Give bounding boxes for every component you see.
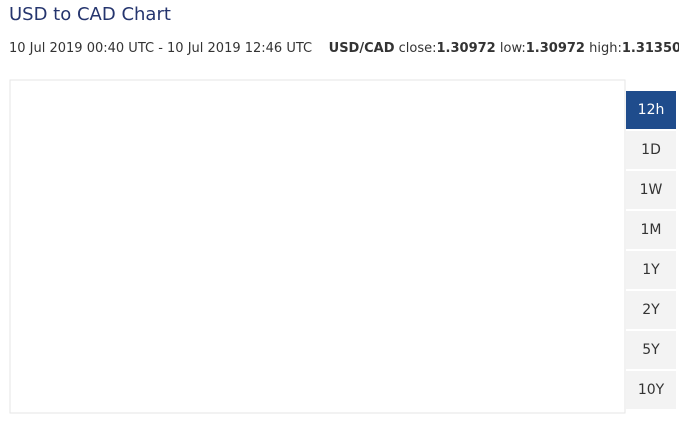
- range-button[interactable]: 2Y: [626, 291, 676, 329]
- pair: USD/CAD: [328, 41, 395, 56]
- close-label: close:: [398, 41, 437, 56]
- range-button[interactable]: 1D: [626, 131, 676, 169]
- range-buttons: 12h 1D 1W 1M 1Y 2Y 5Y 10Y: [626, 91, 676, 411]
- range-button[interactable]: 10Y: [626, 371, 676, 409]
- plot-frame: [9, 79, 626, 414]
- range-button[interactable]: 1W: [626, 171, 676, 209]
- range-button[interactable]: 12h: [626, 91, 676, 129]
- close: 1.30972: [436, 41, 496, 56]
- range-button[interactable]: 1Y: [626, 251, 676, 289]
- high-label: high:: [589, 41, 622, 56]
- low: 1.30972: [525, 41, 585, 56]
- high: 1.31350: [621, 41, 679, 56]
- subtitle-row: 10 Jul 2019 00:40 UTC - 10 Jul 2019 12:4…: [9, 41, 679, 56]
- range-button[interactable]: 5Y: [626, 331, 676, 369]
- watermark: [205, 120, 455, 370]
- low-label: low:: [499, 41, 526, 56]
- range-button[interactable]: 1M: [626, 211, 676, 249]
- chart-title: USD to CAD Chart: [9, 4, 171, 25]
- subtitle: 10 Jul 2019 00:40 UTC - 10 Jul 2019 12:4…: [9, 41, 313, 56]
